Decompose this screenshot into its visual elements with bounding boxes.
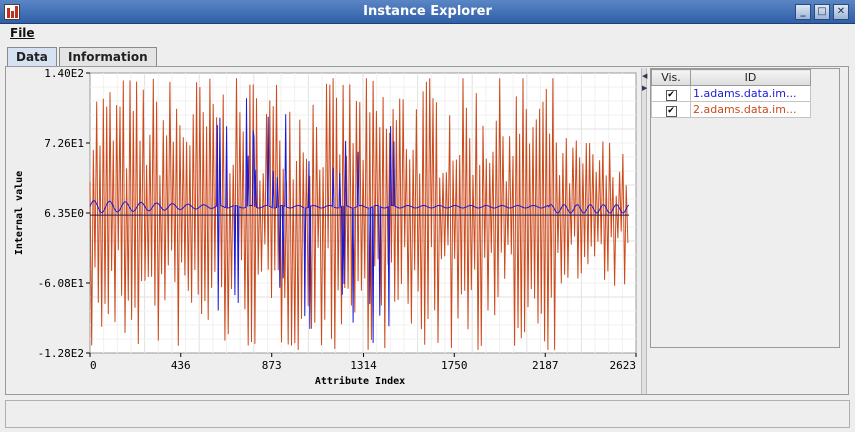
collapse-right-arrow-icon[interactable]: ▶ (642, 84, 648, 92)
x-tick-label: 2187 (532, 359, 559, 372)
y-tick-label: -1.28E2 (38, 347, 84, 360)
menu-file[interactable]: File (10, 26, 35, 40)
split-pane-divider[interactable]: ◀ ▶ (641, 68, 647, 394)
series-1-line (89, 98, 630, 344)
tab-data[interactable]: Data (7, 47, 57, 67)
app-icon (4, 4, 20, 20)
menu-bar: File (0, 24, 855, 44)
x-tick-labels: 0 436 873 1314 1750 2187 2623 (89, 353, 637, 372)
instance-list-panel: Vis. ID ✔ 1.adams.data.im... ✔ 2.adams.d… (650, 68, 840, 348)
instance-id-cell[interactable]: 2.adams.data.im... (690, 101, 811, 118)
y-axis-label: Internal value (14, 171, 25, 255)
y-tick-labels: 1.40E2 7.26E1 6.35E0 -6.08E1 -1.28E2 (38, 67, 90, 360)
minimize-button[interactable]: _ (795, 4, 811, 20)
y-tick-label: 1.40E2 (44, 68, 84, 80)
instance-table: Vis. ID ✔ 1.adams.data.im... ✔ 2.adams.d… (651, 69, 811, 118)
x-axis-label: Attribute Index (315, 375, 405, 387)
menu-file-label: File (10, 26, 35, 40)
close-button[interactable]: ✕ (833, 4, 849, 20)
title-bar: Instance Explorer _ □ ✕ (0, 0, 855, 24)
x-tick-label: 2623 (610, 359, 637, 372)
tab-information[interactable]: Information (59, 47, 157, 67)
collapse-left-arrow-icon[interactable]: ◀ (642, 72, 648, 80)
table-row[interactable]: ✔ 2.adams.data.im... (651, 101, 811, 118)
visibility-cell[interactable]: ✔ (651, 101, 691, 118)
column-header-vis[interactable]: Vis. (651, 69, 691, 86)
y-tick-label: 7.26E1 (44, 137, 84, 150)
visibility-cell[interactable]: ✔ (651, 85, 691, 102)
line-chart[interactable]: 1.40E2 7.26E1 6.35E0 -6.08E1 -1.28E2 0 436 873… (10, 67, 640, 394)
x-tick-label: 873 (262, 359, 282, 372)
series-lines (89, 78, 630, 350)
plot-area: 1.40E2 7.26E1 6.35E0 -6.08E1 -1.28E2 0 436 873… (10, 67, 640, 394)
x-tick-label: 1750 (441, 359, 468, 372)
column-header-id[interactable]: ID (690, 69, 811, 86)
x-tick-label: 436 (171, 359, 191, 372)
visibility-checkbox[interactable]: ✔ (665, 89, 677, 101)
y-tick-label: 6.35E0 (44, 207, 84, 220)
status-bar (5, 400, 850, 428)
x-tick-label: 1314 (350, 359, 377, 372)
y-tick-label: -6.08E1 (38, 277, 84, 290)
maximize-button[interactable]: □ (814, 4, 830, 20)
instance-id-cell[interactable]: 1.adams.data.im... (690, 85, 811, 102)
x-tick-label: 0 (90, 359, 97, 372)
window-title: Instance Explorer (363, 4, 492, 19)
table-row[interactable]: ✔ 1.adams.data.im... (651, 85, 811, 102)
visibility-checkbox[interactable]: ✔ (665, 105, 677, 117)
